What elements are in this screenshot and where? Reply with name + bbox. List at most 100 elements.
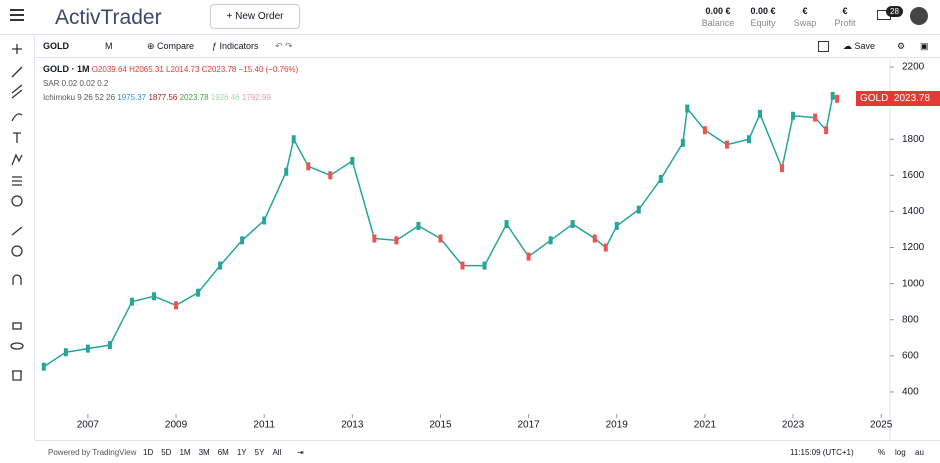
- y-tick-label: 600: [902, 350, 919, 361]
- balance: 0.00 € Balance: [693, 5, 743, 29]
- range-button[interactable]: 1M: [179, 448, 191, 457]
- price-point: [780, 164, 785, 173]
- legend-change: −15.40 (−0.76%): [238, 65, 299, 74]
- price-point: [394, 236, 399, 245]
- zoom-tool[interactable]: [11, 245, 23, 257]
- price-point: [174, 301, 179, 310]
- new-order-button[interactable]: + New Order: [210, 4, 300, 29]
- price-point: [291, 135, 296, 144]
- compare-button[interactable]: ⊕ Compare: [147, 41, 195, 51]
- indicators-label: Indicators: [219, 41, 259, 51]
- measure-tool[interactable]: [11, 226, 23, 236]
- balance-value: 0.00 €: [705, 6, 731, 16]
- x-tick-label: 2007: [77, 420, 100, 431]
- price-point: [830, 91, 835, 100]
- price-point: [702, 126, 707, 135]
- profit[interactable]: € Profit: [820, 5, 870, 29]
- range-button[interactable]: 6M: [217, 448, 229, 457]
- x-tick-label: 2019: [606, 420, 629, 431]
- price-point: [592, 234, 597, 243]
- magnet-tool[interactable]: [12, 274, 22, 285]
- range-buttons: 1D 5D 1M 3M 6M 1Y 5Y All: [143, 448, 289, 457]
- new-order-label: New Order: [235, 11, 284, 22]
- avatar[interactable]: [910, 7, 928, 25]
- bottom-bar: Powered by TradingView 1D 5D 1M 3M 6M 1Y 5Y All…: [35, 440, 940, 463]
- tool-icons: [10, 44, 24, 381]
- delete-tool[interactable]: [12, 370, 22, 381]
- symbol[interactable]: GOLD: [43, 41, 69, 51]
- profit-value: €: [842, 6, 848, 16]
- x-tick-label: 2015: [429, 420, 452, 431]
- price-point: [416, 221, 421, 230]
- crosshair-tool[interactable]: [12, 44, 22, 54]
- icon-tool[interactable]: [11, 195, 23, 207]
- indicators-button[interactable]: ƒ Indicators: [212, 41, 259, 51]
- chart-toolbar: GOLD M ⊕ Compare ƒ Indicators ↶ ↷ ☁ Save…: [35, 35, 940, 58]
- range-button[interactable]: All: [272, 448, 282, 457]
- save-button[interactable]: ☁ Save: [843, 41, 876, 51]
- line-tool[interactable]: [11, 66, 23, 78]
- x-tick-label: 2011: [253, 420, 275, 431]
- range-button[interactable]: 5Y: [254, 448, 265, 457]
- range-button[interactable]: 3M: [198, 448, 210, 457]
- top-bar: ActivTrader + New Order 0.00 € Balance 0.…: [0, 0, 940, 35]
- price-point: [41, 362, 46, 371]
- menu-icon[interactable]: [10, 9, 24, 21]
- ichimoku-value: 1975.37: [117, 93, 147, 102]
- range-button[interactable]: 1D: [143, 448, 154, 457]
- price-point: [372, 234, 377, 243]
- price-point: [85, 344, 90, 353]
- hide-tool[interactable]: [10, 342, 24, 350]
- price-point: [460, 261, 465, 270]
- equity: 0.00 € Equity: [738, 5, 788, 29]
- text-tool[interactable]: [13, 132, 21, 143]
- y-tick-label: 800: [902, 314, 919, 325]
- auto-toggle[interactable]: au: [915, 448, 924, 457]
- powered-by: Powered by TradingView: [48, 448, 137, 457]
- x-tick-label: 2021: [694, 420, 717, 431]
- price-point: [151, 292, 156, 301]
- legend-high: H2065.31: [129, 65, 164, 74]
- price-point: [438, 234, 443, 243]
- x-tick-label: 2023: [782, 420, 805, 431]
- legend-main: GOLD · 1M O2039.64 H2065.31 L2014.73 C20…: [43, 64, 298, 74]
- pattern-tool[interactable]: [11, 153, 23, 166]
- range-button[interactable]: 5D: [161, 448, 172, 457]
- price-point: [63, 348, 68, 357]
- balance-label: Balance: [701, 18, 735, 28]
- range-button[interactable]: 1Y: [236, 448, 247, 457]
- goto-date[interactable]: ⇥: [297, 448, 304, 457]
- y-tick-label: 1800: [902, 134, 925, 145]
- price-point: [328, 171, 333, 180]
- fib-tool[interactable]: [11, 84, 23, 99]
- price-point: [504, 220, 509, 229]
- logo: ActivTrader: [55, 6, 162, 29]
- settings-button[interactable]: ⚙: [897, 41, 906, 51]
- price-point: [240, 236, 245, 245]
- swap-label: Swap: [793, 18, 817, 28]
- x-tick-label: 2025: [870, 420, 893, 431]
- price-point: [835, 94, 840, 103]
- percent-toggle[interactable]: %: [878, 448, 886, 457]
- ichimoku-value: 1792.99: [241, 93, 271, 102]
- legend-sar: SAR 0.02 0.02 0.2: [43, 79, 109, 88]
- price-point: [791, 111, 796, 120]
- save-label: Save: [854, 41, 876, 51]
- price-point: [685, 104, 690, 113]
- fullscreen-button[interactable]: [818, 41, 829, 52]
- prediction-tool[interactable]: [12, 176, 22, 186]
- brush-tool[interactable]: [11, 113, 23, 122]
- y-tick-label: 1200: [902, 242, 925, 253]
- ichimoku-label: Ichimoku 9 26 52 26: [43, 93, 116, 102]
- interval[interactable]: M: [105, 41, 113, 51]
- x-tick-label: 2009: [165, 420, 188, 431]
- lock-tool[interactable]: [12, 322, 22, 330]
- snapshot-button[interactable]: ▣: [920, 41, 929, 51]
- price-point: [636, 205, 641, 214]
- log-toggle[interactable]: log: [895, 448, 906, 457]
- ichimoku-value: 2023.78: [179, 93, 209, 102]
- undo-redo[interactable]: ↶ ↷: [275, 41, 293, 51]
- y-tick-label: 2200: [902, 62, 925, 73]
- price-tag-price: 2023.78: [893, 93, 931, 104]
